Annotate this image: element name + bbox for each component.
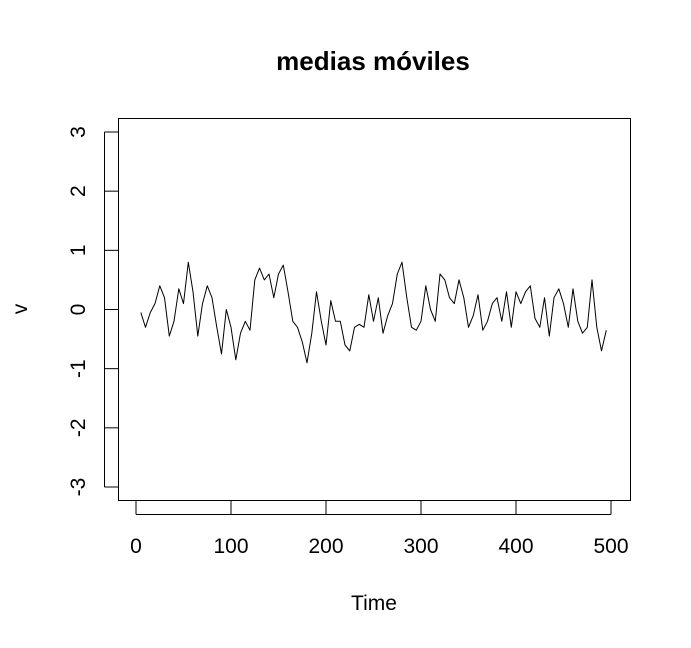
y-tick-label: 2 <box>67 185 90 197</box>
x-tick-label: 100 <box>213 535 248 558</box>
series-line <box>140 261 607 364</box>
x-tick-label: 0 <box>130 535 142 558</box>
x-axis: 0 100 200 300 400 500 <box>130 501 629 558</box>
y-axis-label: v <box>9 303 32 314</box>
y-tick-label: 3 <box>67 126 90 138</box>
x-axis-label: Time <box>351 592 397 615</box>
x-tick-label: 300 <box>403 535 438 558</box>
x-tick-label: 500 <box>593 535 628 558</box>
chart-title: medias móviles <box>276 46 470 76</box>
y-tick-label: -2 <box>67 418 90 437</box>
x-tick-label: 200 <box>308 535 343 558</box>
plot-area <box>118 118 631 501</box>
y-axis: -3 -2 -1 0 1 2 3 <box>67 126 118 496</box>
y-tick-label: 0 <box>67 304 90 316</box>
y-tick-label: -3 <box>67 478 90 497</box>
x-tick-label: 400 <box>498 535 533 558</box>
y-tick-label: 1 <box>67 244 90 256</box>
y-tick-label: -1 <box>67 359 90 378</box>
